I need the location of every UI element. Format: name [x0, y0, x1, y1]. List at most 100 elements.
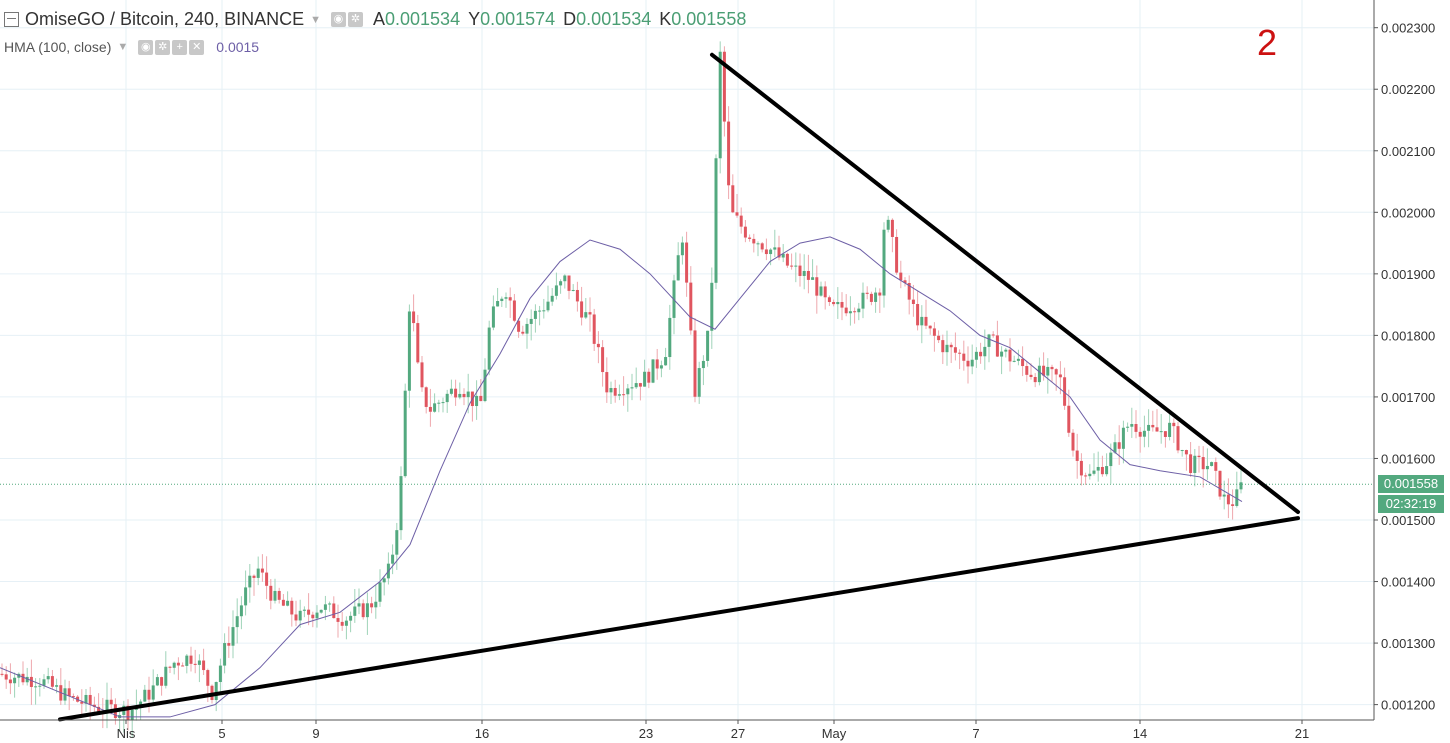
close-icon[interactable]: ✕: [189, 39, 205, 55]
candle-body: [1159, 431, 1163, 433]
candle-body: [1155, 427, 1159, 432]
candle-body: [1109, 452, 1113, 467]
plus-icon[interactable]: +: [172, 39, 188, 55]
candle-body: [260, 568, 264, 573]
candle-body: [907, 283, 911, 300]
candle-body: [143, 689, 147, 702]
countdown-badge: 02:32:19: [1378, 495, 1444, 514]
candle-body: [1088, 473, 1092, 477]
candle-body: [819, 286, 823, 296]
candle-body: [1193, 455, 1197, 473]
candle-body: [643, 371, 647, 387]
candle-body: [739, 215, 743, 227]
candle-body: [1231, 504, 1235, 506]
candle-body: [239, 605, 243, 617]
candle-body: [857, 308, 861, 313]
time-tick-label: 21: [1295, 726, 1309, 741]
candle-body: [970, 359, 974, 367]
candle-body: [189, 655, 193, 664]
last-price-badge: 0.001558: [1378, 475, 1444, 494]
candle-body: [97, 706, 101, 713]
candle-body: [302, 609, 306, 611]
high-value: 0.001574: [480, 9, 556, 29]
candle-body: [370, 603, 374, 608]
candle-body: [155, 677, 159, 686]
chevron-down-icon[interactable]: ▼: [310, 13, 321, 26]
indicator-title[interactable]: HMA (100, close): [4, 39, 112, 55]
candle-body: [693, 330, 697, 397]
candle-body: [206, 670, 210, 686]
candle-body: [445, 393, 449, 403]
candle-body: [1037, 365, 1041, 383]
candle-body: [1214, 462, 1218, 471]
time-tick-label: Nis: [117, 726, 136, 741]
time-tick-label: 23: [639, 726, 653, 741]
candle-body: [584, 312, 588, 318]
candle-body: [21, 673, 25, 683]
annotation-label[interactable]: 2: [1257, 22, 1278, 63]
candle-body: [701, 360, 705, 369]
candle-body: [1042, 365, 1046, 376]
open-key: A: [372, 9, 385, 29]
candle-body: [4, 674, 8, 680]
candle-body: [592, 314, 596, 344]
candle-body: [928, 325, 932, 329]
candle-body: [193, 663, 197, 665]
candle-body: [504, 297, 508, 299]
candle-body: [1025, 366, 1029, 375]
candle-body: [269, 585, 273, 601]
time-axis[interactable]: Nis 5 9 16 23 27 May 7 14 21: [117, 720, 1310, 741]
candle-body: [315, 612, 319, 619]
candle-body: [1058, 374, 1062, 378]
symbol-title[interactable]: OmiseGO / Bitcoin, 240, BINANCE: [25, 9, 305, 29]
candle-body: [1054, 369, 1058, 375]
candle-body: [714, 158, 718, 283]
eye-icon[interactable]: ◉: [138, 39, 154, 55]
candle-body: [332, 603, 336, 619]
candle-body: [374, 601, 378, 608]
candle-body: [1239, 482, 1243, 490]
candle-body: [983, 346, 987, 357]
candle-body: [88, 694, 92, 705]
candle-body: [966, 360, 970, 367]
candle-body: [1117, 442, 1121, 449]
candle-body: [559, 281, 563, 286]
candle-body: [416, 323, 420, 363]
candle-body: [344, 620, 348, 626]
candle-body: [1008, 349, 1012, 362]
indicator-value: 0.0015: [216, 39, 260, 55]
price-tick-label: 0.001500: [1381, 513, 1435, 528]
candle-body: [798, 265, 802, 276]
collapse-icon[interactable]: [4, 12, 19, 27]
gear-icon[interactable]: ✲: [155, 39, 171, 55]
candle-body: [382, 578, 386, 583]
gear-icon[interactable]: ✲: [347, 12, 363, 27]
candle-body: [454, 388, 458, 398]
candle-body: [84, 694, 88, 704]
candle-body: [71, 696, 75, 698]
candle-body: [974, 351, 978, 360]
candle-body: [874, 292, 878, 302]
candle-body: [412, 311, 416, 324]
price-axis[interactable]: 0.002300 0.002200 0.002100 0.002000 0.001900…: [1374, 21, 1435, 713]
price-tick-label: 0.002300: [1381, 21, 1435, 36]
candle-body: [525, 323, 529, 334]
candle-body: [920, 316, 924, 326]
candle-body: [949, 344, 953, 348]
candle-body: [231, 627, 235, 646]
eye-icon[interactable]: ◉: [330, 12, 346, 27]
candle-body: [710, 282, 714, 331]
candle-body: [630, 387, 634, 389]
candle-body: [1096, 466, 1100, 471]
candle-body: [42, 679, 46, 686]
candle-body: [815, 277, 819, 296]
candle-body: [748, 237, 752, 239]
candle-body: [1046, 366, 1050, 376]
candle-body: [55, 685, 59, 687]
chevron-down-icon[interactable]: ▼: [117, 41, 129, 53]
candle-body: [483, 369, 487, 402]
time-tick-label: 27: [731, 726, 745, 741]
candle-body: [1004, 349, 1008, 352]
candle-body: [1163, 431, 1167, 437]
